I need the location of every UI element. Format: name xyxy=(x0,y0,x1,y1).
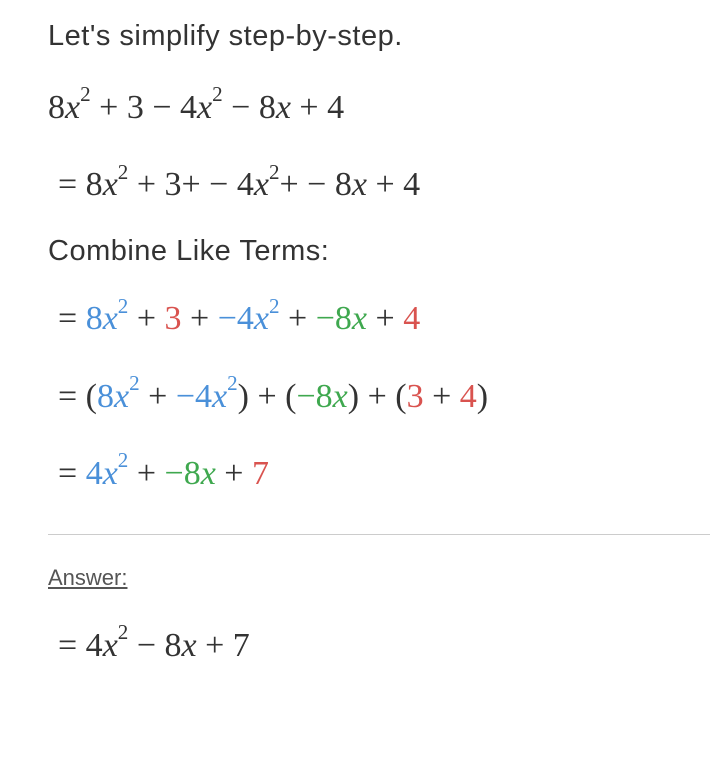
eq-text: = ( xyxy=(58,378,97,415)
op-text: + 7 xyxy=(197,627,250,664)
eq-text: = xyxy=(58,300,86,337)
x-term: −8x xyxy=(165,455,216,492)
variable-x: x xyxy=(352,166,367,203)
op-text: − 8 xyxy=(223,89,276,126)
plus-op: + xyxy=(280,300,316,337)
x2-term: −4x2 xyxy=(218,300,280,337)
x2-term: −4x2 xyxy=(176,378,238,415)
op-text: + 4 xyxy=(367,166,420,203)
paren-text: ) + ( xyxy=(238,378,297,415)
coef: 8 xyxy=(48,89,65,126)
exponent: 2 xyxy=(80,82,91,106)
variable-x: x xyxy=(182,627,197,664)
eq-text: = xyxy=(58,455,86,492)
op-text: + − 8 xyxy=(280,166,352,203)
op-text: + 3 − 4 xyxy=(91,89,197,126)
math-line-3: = 8x2 + 3 + −4x2 + −8x + 4 xyxy=(48,288,710,349)
paren-text: ) + ( xyxy=(348,378,407,415)
intro-text: Let's simplify step-by-step. xyxy=(48,20,710,53)
const-term: 3 xyxy=(407,378,424,415)
answer-label: Answer: xyxy=(48,565,710,591)
plus-op: + xyxy=(140,378,176,415)
paren-text: ) xyxy=(477,378,488,415)
op-text: + 4 xyxy=(291,89,344,126)
variable-x: x xyxy=(103,627,118,664)
variable-x: x xyxy=(276,89,291,126)
math-line-4: = (8x2 + −4x2) + (−8x) + (3 + 4) xyxy=(48,366,710,427)
math-line-5: = 4x2 + −8x + 7 xyxy=(48,443,710,504)
x-term: −8x xyxy=(296,378,347,415)
x-term: −8x xyxy=(316,300,367,337)
variable-x: x xyxy=(103,166,118,203)
exponent: 2 xyxy=(118,160,129,184)
section-divider xyxy=(48,534,710,535)
math-answer: = 4x2 − 8x + 7 xyxy=(48,615,710,676)
op-text: − 8 xyxy=(128,627,181,664)
eq-text: = 4 xyxy=(58,627,103,664)
plus-op: + xyxy=(182,300,218,337)
plus-op: + xyxy=(216,455,252,492)
const-term: 3 xyxy=(165,300,182,337)
const-term: 4 xyxy=(403,300,420,337)
x2-term: 4x2 xyxy=(86,455,129,492)
math-line-2: = 8x2 + 3+ − 4x2+ − 8x + 4 xyxy=(48,154,710,215)
const-term: 7 xyxy=(252,455,269,492)
exponent: 2 xyxy=(269,160,280,184)
x2-term: 8x2 xyxy=(97,378,140,415)
op-text: + 3+ − 4 xyxy=(128,166,254,203)
variable-x: x xyxy=(254,166,269,203)
variable-x: x xyxy=(65,89,80,126)
combine-like-terms-label: Combine Like Terms: xyxy=(48,235,710,268)
plus-op: + xyxy=(128,300,164,337)
plus-op: + xyxy=(424,378,460,415)
const-term: 4 xyxy=(460,378,477,415)
variable-x: x xyxy=(197,89,212,126)
exponent: 2 xyxy=(212,82,223,106)
exponent: 2 xyxy=(118,620,129,644)
plus-op: + xyxy=(367,300,403,337)
math-line-1: 8x2 + 3 − 4x2 − 8x + 4 xyxy=(48,77,710,138)
plus-op: + xyxy=(128,455,164,492)
eq-text: = 8 xyxy=(58,166,103,203)
x2-term: 8x2 xyxy=(86,300,129,337)
